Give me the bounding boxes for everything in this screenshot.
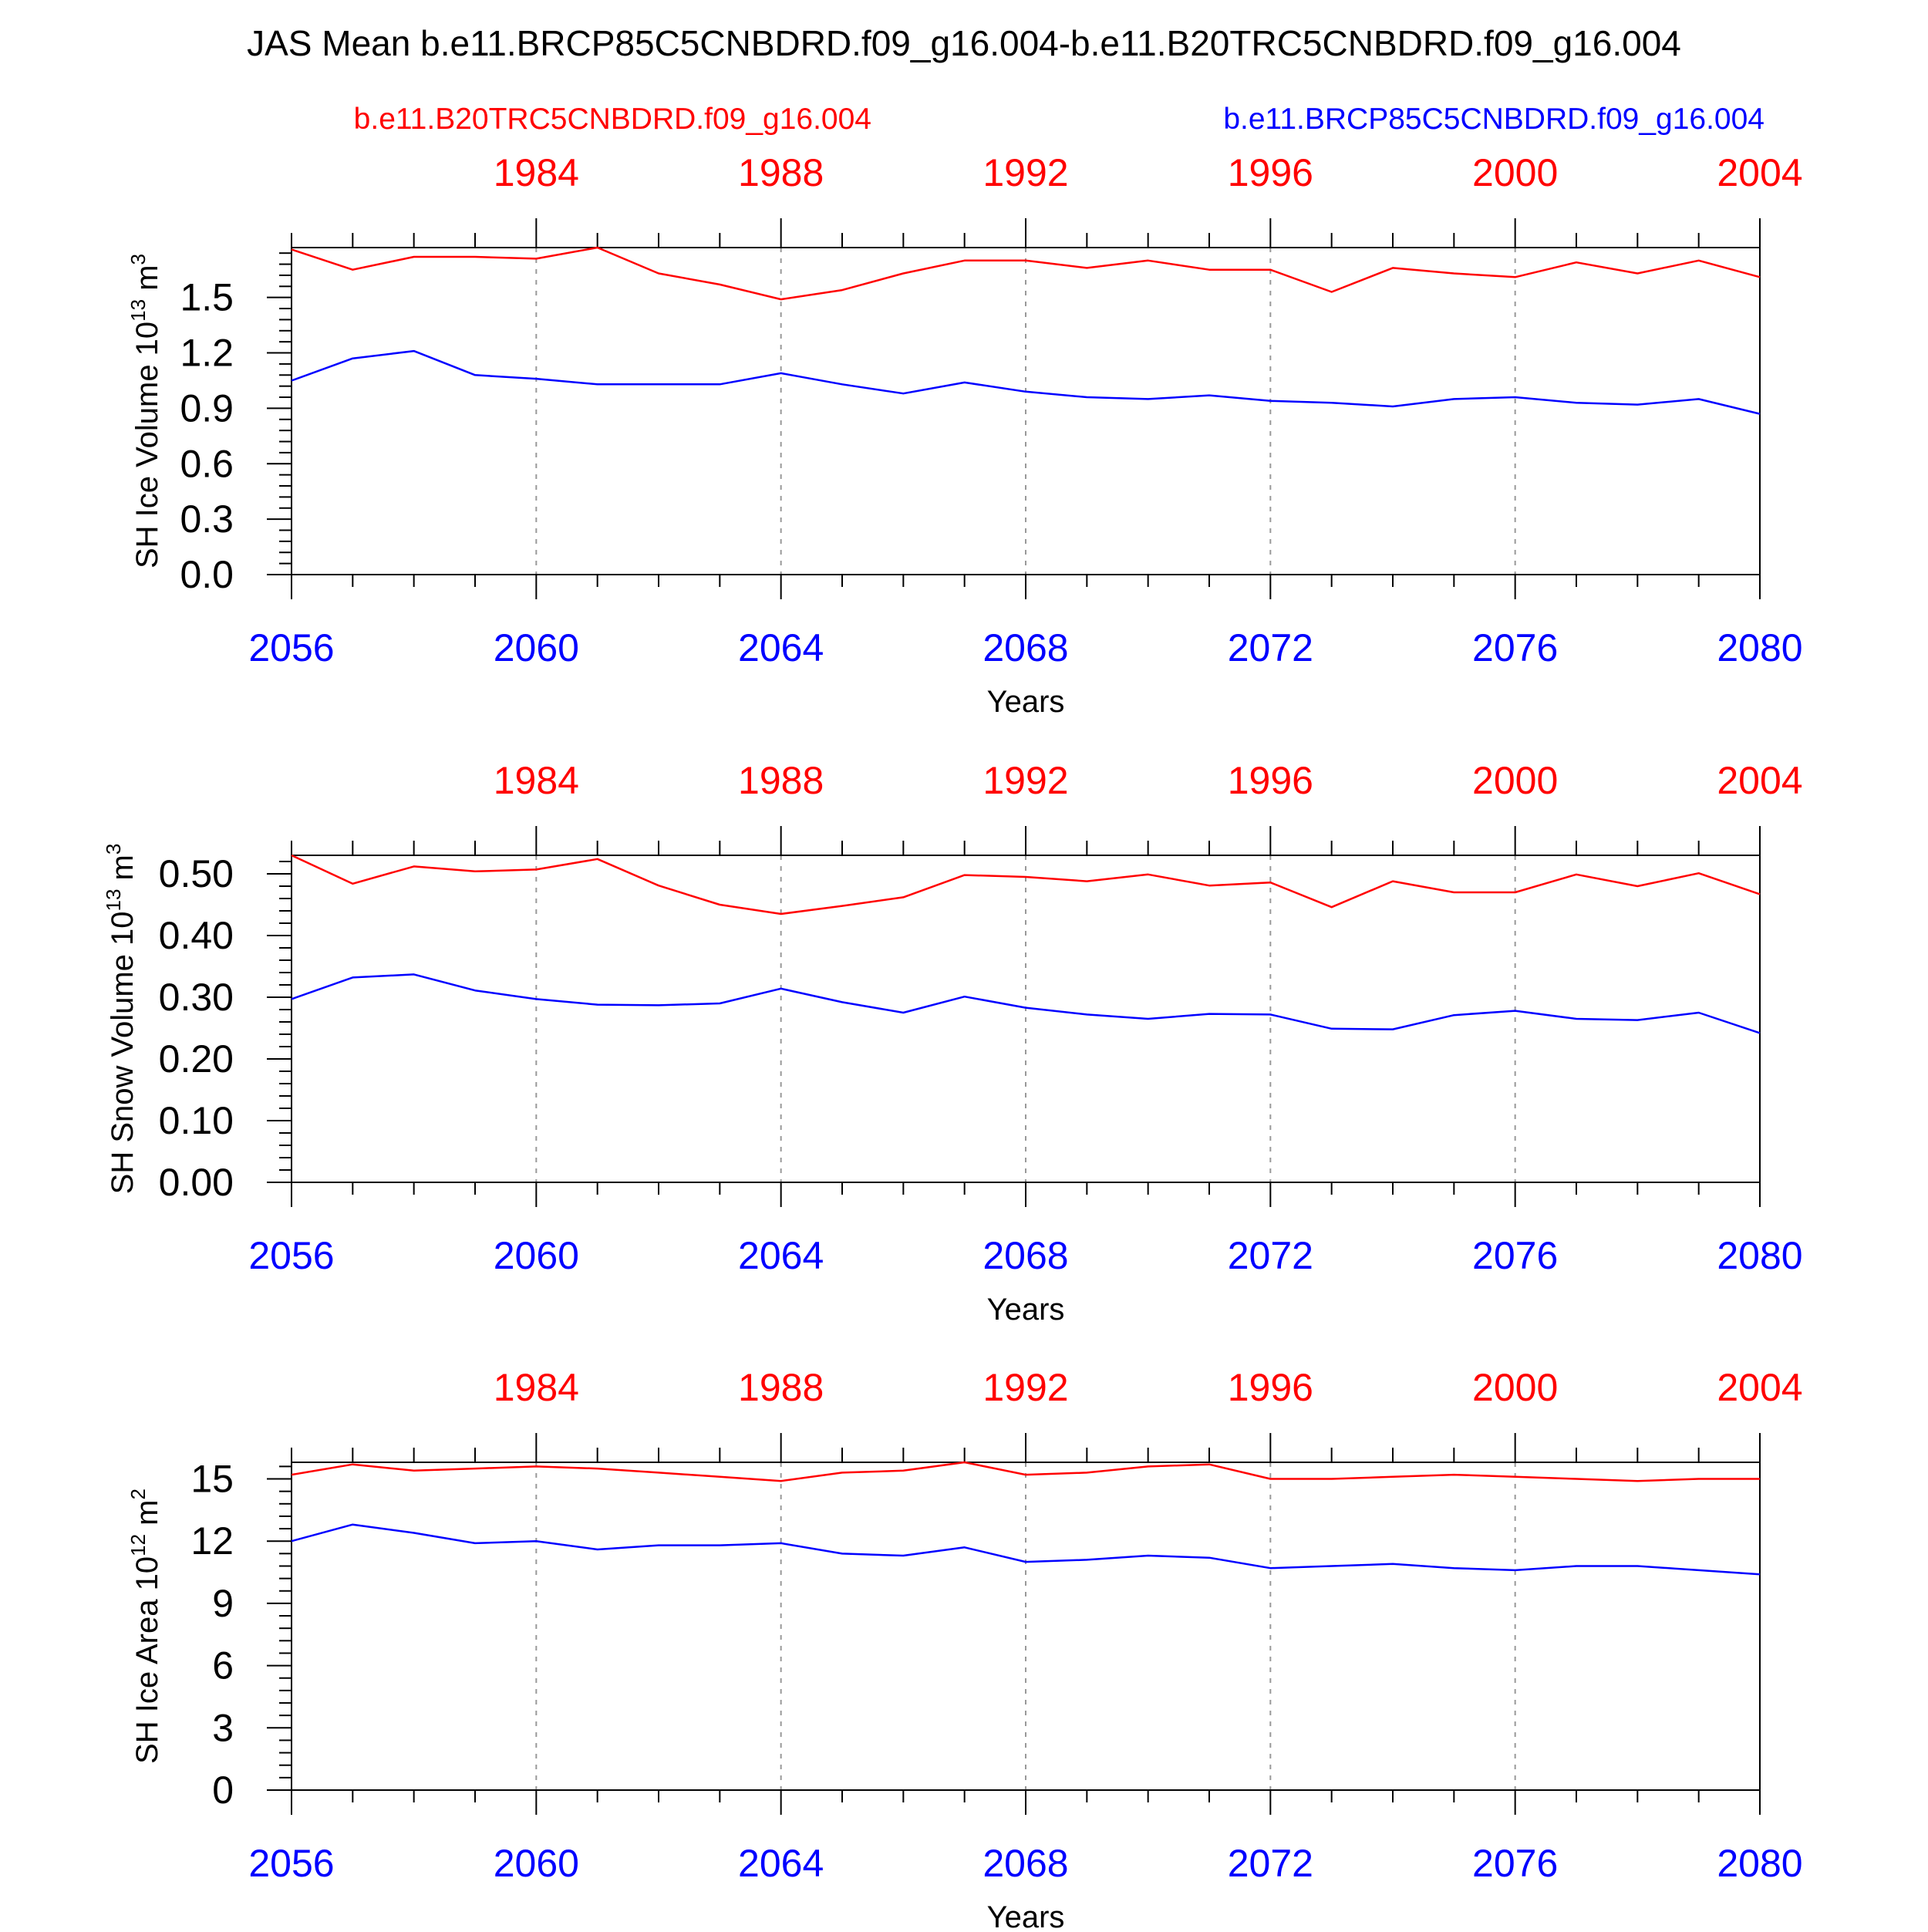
x-axis-label: Years [987,1900,1065,1928]
y-tick-label: 1.5 [180,276,234,319]
y-tick-label: 0.50 [159,852,234,895]
panel-1: 2056 2060 2064 2068 2072 2076 2080 1984 1988 1992… [126,151,1803,719]
x-top-tick-label: 2004 [1717,1366,1802,1409]
y-axis-label: SH Ice Volume 1013 m3 [126,254,164,568]
x-axis-label: Years [987,685,1065,719]
x-top-tick-label: 1992 [983,1366,1068,1409]
y-tick-label: 1.2 [180,332,234,375]
chart-title: JAS Mean b.e11.BRCP85C5CNBDRD.f09_g16.00… [247,23,1681,63]
legend-historical: b.e11.B20TRC5CNBDRD.f09_g16.004 [354,103,871,136]
series-line-historical [291,246,1761,301]
x-axis-label: Years [987,1293,1065,1327]
x-top-tick-label: 1996 [1228,151,1313,194]
x-tick-label: 2076 [1472,1842,1558,1885]
y-tick-label: 0.20 [159,1037,234,1081]
x-top-tick-label: 1988 [738,151,824,194]
x-top-tick-label: 1992 [983,759,1068,802]
panels: 2056 2060 2064 2068 2072 2076 2080 1984 1988 1992… [102,151,1803,1932]
x-tick-label: 2072 [1228,626,1313,669]
series-line-historical [291,854,1761,915]
x-top-tick-label: 2000 [1472,759,1558,802]
y-tick-label: 12 [190,1519,234,1563]
x-tick-label: 2064 [738,1842,824,1885]
y-tick-label: 0.40 [159,914,234,957]
x-tick-label: 2056 [248,626,334,669]
x-top-tick-label: 1984 [494,151,579,194]
y-tick-label: 3 [212,1706,234,1749]
x-top-tick-label: 1984 [494,759,579,802]
x-top-tick-label: 2000 [1472,151,1558,194]
x-tick-label: 2056 [248,1842,334,1885]
y-tick-label: 0.30 [159,976,234,1019]
x-tick-label: 2064 [738,1234,824,1277]
x-top-tick-label: 1984 [494,1366,579,1409]
y-tick-label: 6 [212,1644,234,1688]
y-axis-label: SH Snow Volume 1013 m3 [102,844,140,1195]
panel-3: 2056 2060 2064 2068 2072 2076 2080 1984 1988 1992… [126,1366,1803,1932]
panel-2: 2056 2060 2064 2068 2072 2076 2080 1984 1988 1992… [102,759,1803,1327]
y-tick-label: 0.9 [180,386,234,430]
y-tick-label: 0.10 [159,1099,234,1142]
x-tick-label: 2060 [494,626,579,669]
x-tick-label: 2072 [1228,1842,1313,1885]
x-tick-label: 2080 [1717,626,1802,669]
x-top-tick-label: 1996 [1228,759,1313,802]
x-tick-label: 2064 [738,626,824,669]
x-top-tick-label: 2000 [1472,1366,1558,1409]
series-line-projection [291,1523,1761,1576]
y-tick-label: 15 [190,1458,234,1501]
y-tick-label: 0.6 [180,442,234,485]
x-top-tick-label: 2004 [1717,151,1802,194]
x-tick-label: 2076 [1472,626,1558,669]
x-tick-label: 2076 [1472,1234,1558,1277]
x-top-tick-label: 1988 [738,1366,824,1409]
y-tick-label: 0.0 [180,553,234,596]
x-top-tick-label: 2004 [1717,759,1802,802]
y-tick-label: 0.3 [180,497,234,541]
x-tick-label: 2080 [1717,1234,1802,1277]
legend-projection: b.e11.BRCP85C5CNBDRD.f09_g16.004 [1223,103,1765,136]
y-axis-label: SH Ice Area 1012 m2 [126,1489,164,1764]
x-tick-label: 2056 [248,1234,334,1277]
x-tick-label: 2080 [1717,1842,1802,1885]
y-tick-label: 0 [212,1768,234,1812]
x-top-tick-label: 1992 [983,151,1068,194]
series-line-historical [291,1461,1760,1482]
x-tick-label: 2072 [1228,1234,1313,1277]
series-line-projection [291,973,1761,1034]
y-tick-label: 0.00 [159,1161,234,1204]
y-tick-label: 9 [212,1582,234,1625]
x-tick-label: 2060 [494,1842,579,1885]
x-tick-label: 2068 [983,1842,1068,1885]
series-line-projection [291,349,1761,415]
x-tick-label: 2068 [983,626,1068,669]
x-top-tick-label: 1988 [738,759,824,802]
x-tick-label: 2068 [983,1234,1068,1277]
x-tick-label: 2060 [494,1234,579,1277]
x-top-tick-label: 1996 [1228,1366,1313,1409]
